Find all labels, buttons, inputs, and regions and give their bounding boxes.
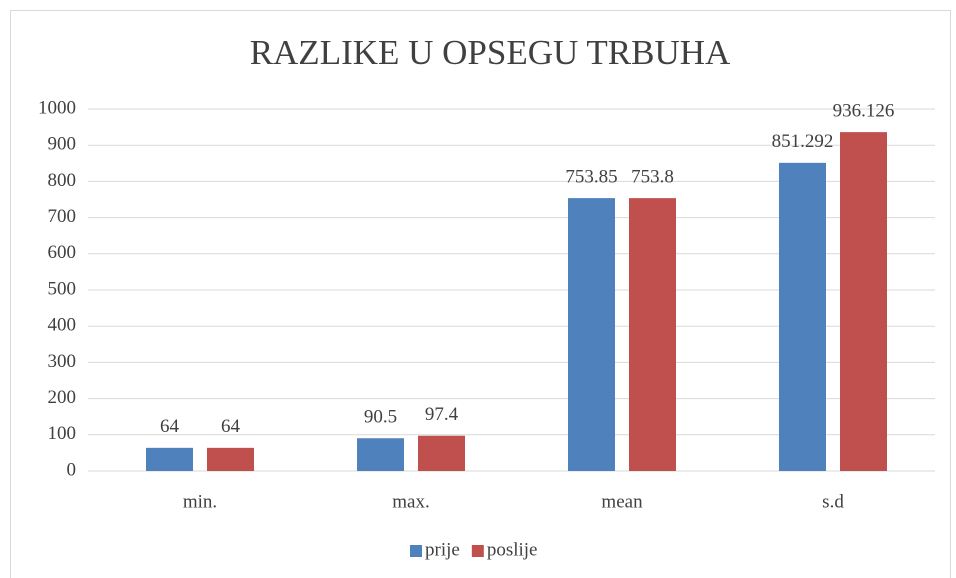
- legend-label: poslije: [487, 539, 538, 560]
- x-tick-label: min.: [183, 491, 217, 512]
- bar: [568, 198, 615, 471]
- legend-swatch: [410, 545, 422, 557]
- y-tick-label: 900: [48, 134, 77, 155]
- data-label: 90.5: [364, 407, 397, 428]
- data-label: 936.126: [833, 100, 895, 121]
- bar: [207, 447, 254, 471]
- x-tick-label: max.: [392, 491, 429, 512]
- legend-label: prije: [425, 539, 460, 560]
- bar: [146, 447, 193, 471]
- bar: [840, 132, 887, 472]
- data-label: 753.8: [631, 166, 674, 187]
- y-tick-label: 0: [67, 459, 77, 480]
- y-tick-label: 700: [48, 206, 77, 227]
- x-tick-label: s.d: [822, 491, 844, 512]
- data-label: 97.4: [425, 404, 459, 425]
- chart-title: RAZLIKE U OPSEGU TRBUHA: [250, 33, 731, 72]
- legend-swatch: [471, 545, 484, 557]
- data-label: 753.85: [565, 166, 617, 187]
- y-tick-label: 600: [48, 242, 77, 263]
- bar: [629, 198, 676, 472]
- y-tick-label: 200: [48, 387, 77, 408]
- x-tick-label: mean: [601, 491, 643, 512]
- y-tick-label: 1000: [38, 97, 76, 118]
- y-tick-label: 300: [48, 351, 77, 372]
- bar: [418, 435, 465, 471]
- y-tick-label: 400: [48, 315, 77, 336]
- bar: [779, 162, 826, 472]
- y-tick-label: 100: [48, 423, 77, 444]
- bar: [357, 438, 404, 471]
- y-tick-label: 500: [48, 278, 77, 299]
- data-label: 64: [221, 416, 241, 437]
- data-label: 851.292: [772, 131, 834, 152]
- y-tick-label: 800: [48, 170, 77, 191]
- data-label: 64: [160, 416, 180, 437]
